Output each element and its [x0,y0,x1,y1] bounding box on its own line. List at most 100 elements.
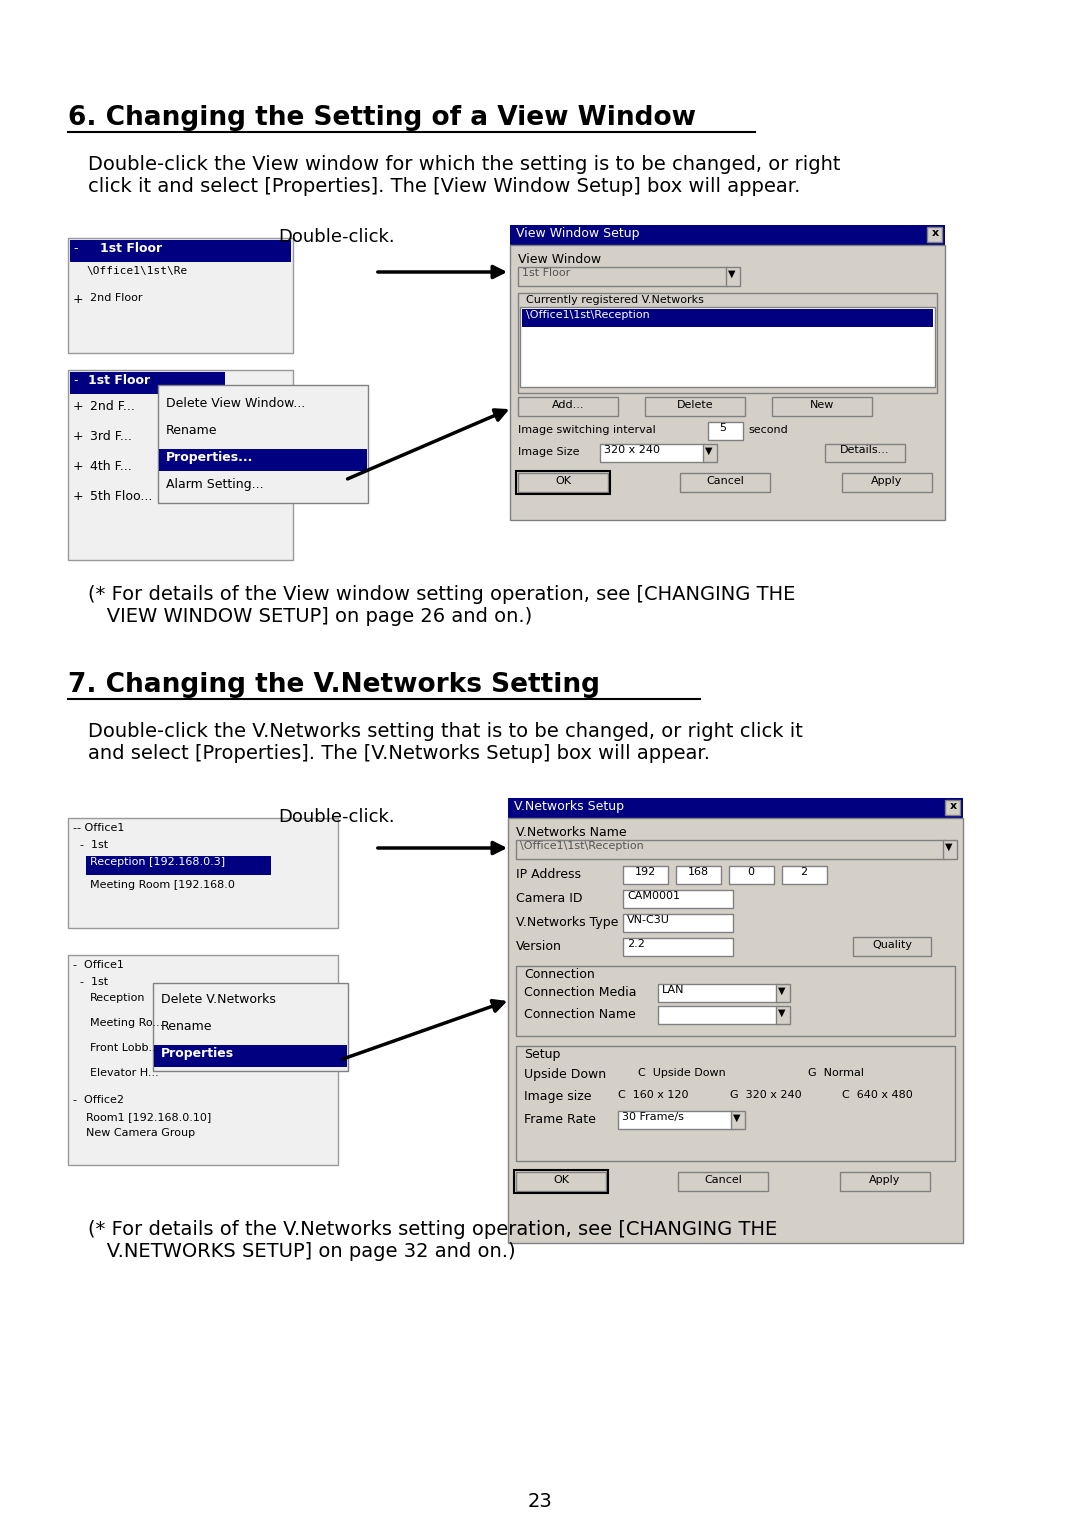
Text: CAM0001: CAM0001 [627,891,680,900]
Text: +: + [73,400,83,413]
Bar [158,385,368,503]
Text: 192: 192 [634,867,656,877]
Text: Connection: Connection [524,968,595,982]
Bar [518,397,618,416]
Bar [840,1172,930,1190]
Text: 5: 5 [719,423,727,433]
Text: 1st Floor: 1st Floor [87,374,150,387]
Bar [519,307,935,387]
Bar [825,443,905,462]
Text: 6. Changing the Setting of a View Window: 6. Changing the Setting of a View Window [68,104,696,130]
Bar [510,245,945,520]
Text: -  Office1: - Office1 [73,960,124,969]
Bar [618,1111,733,1129]
Text: -  1st: - 1st [80,841,108,850]
Bar [842,472,932,492]
Bar [86,856,271,874]
Text: Elevator H...: Elevator H... [90,1068,159,1078]
Text: Connection Media: Connection Media [524,986,636,999]
Text: (* For details of the V.Networks setting operation, see [CHANGING THE: (* For details of the V.Networks setting… [87,1220,778,1239]
Text: Meeting Ro...: Meeting Ro... [90,1019,163,1028]
Text: Connection Name: Connection Name [524,1008,636,1022]
Text: Double-click the View window for which the setting is to be changed, or right: Double-click the View window for which t… [87,155,840,173]
Bar [623,890,733,908]
Text: Cancel: Cancel [706,476,744,486]
Text: +: + [73,430,83,443]
Text: x: x [950,801,957,811]
Text: Currently registered V.Networks: Currently registered V.Networks [526,295,704,305]
Bar [943,841,957,859]
Text: View Window: View Window [518,253,602,265]
Text: Details...: Details... [840,445,890,456]
Bar [68,238,293,353]
Text: Upside Down: Upside Down [524,1068,606,1081]
Text: +: + [73,460,83,472]
Text: Double-click.: Double-click. [278,808,394,825]
Text: Properties: Properties [161,1048,234,1060]
Text: 2nd F...: 2nd F... [90,400,135,413]
Text: 0: 0 [747,867,755,877]
Text: V.Networks Type: V.Networks Type [516,916,619,930]
Bar [70,373,225,394]
Bar [731,1111,745,1129]
Text: Image switching interval: Image switching interval [518,425,656,436]
Text: 2: 2 [800,867,808,877]
Bar [516,841,945,859]
Bar [159,449,367,471]
Bar [623,867,669,884]
Text: Image Size: Image Size [518,446,580,457]
Text: Rename: Rename [166,423,217,437]
Text: Properties...: Properties... [166,451,254,463]
Text: Cancel: Cancel [704,1175,742,1184]
Text: Version: Version [516,940,562,953]
Text: Room1 [192.168.0.10]: Room1 [192.168.0.10] [86,1112,212,1121]
Text: -: - [73,242,78,255]
Bar [623,937,733,956]
Text: 2.2: 2.2 [627,939,645,950]
Text: VN-C3U: VN-C3U [627,914,670,925]
Text: 168: 168 [688,867,708,877]
Text: Add...: Add... [552,400,584,410]
Bar [729,867,774,884]
Text: New Camera Group: New Camera Group [86,1127,195,1138]
Text: and select [Properties]. The [V.Networks Setup] box will appear.: and select [Properties]. The [V.Networks… [87,744,710,762]
Bar [508,818,963,1243]
Bar [508,798,963,818]
Text: \Office1\1st\Re: \Office1\1st\Re [86,265,187,276]
Text: Double-click the V.Networks setting that is to be changed, or right click it: Double-click the V.Networks setting that… [87,723,802,741]
Text: \Office1\1st\Reception: \Office1\1st\Reception [519,841,644,851]
Bar [70,239,291,262]
Text: click it and select [Properties]. The [View Window Setup] box will appear.: click it and select [Properties]. The [V… [87,176,800,196]
Bar [154,1045,347,1068]
Text: Apply: Apply [872,476,903,486]
Bar [703,443,717,462]
Text: -  Office2: - Office2 [73,1095,124,1104]
Bar [772,397,872,416]
Text: -  1st: - 1st [80,977,108,986]
Bar [522,308,933,327]
Text: Delete: Delete [677,400,713,410]
Text: Apply: Apply [869,1175,901,1184]
Bar [516,1172,606,1190]
Text: second: second [748,425,787,436]
Text: ▼: ▼ [945,842,953,851]
Bar [518,267,728,285]
Bar [777,983,789,1002]
Text: Reception [192.168.0.3]: Reception [192.168.0.3] [90,858,225,867]
Text: G  320 x 240: G 320 x 240 [730,1091,801,1100]
Text: Image size: Image size [524,1091,592,1103]
Text: 2nd Floor: 2nd Floor [90,293,143,304]
Text: V.NETWORKS SETUP] on page 32 and on.): V.NETWORKS SETUP] on page 32 and on.) [87,1243,515,1261]
Text: Frame Rate: Frame Rate [524,1114,596,1126]
Text: C  Upside Down: C Upside Down [638,1068,726,1078]
Text: -: - [73,374,78,387]
Text: V.Networks Name: V.Networks Name [516,825,626,839]
Text: Quality: Quality [872,940,912,950]
Text: Delete View Window...: Delete View Window... [166,397,306,410]
Bar [945,801,960,815]
Bar [516,1046,955,1161]
Text: OK: OK [553,1175,569,1184]
Text: Setup: Setup [524,1048,561,1062]
Text: Alarm Setting...: Alarm Setting... [166,479,264,491]
Bar [645,397,745,416]
